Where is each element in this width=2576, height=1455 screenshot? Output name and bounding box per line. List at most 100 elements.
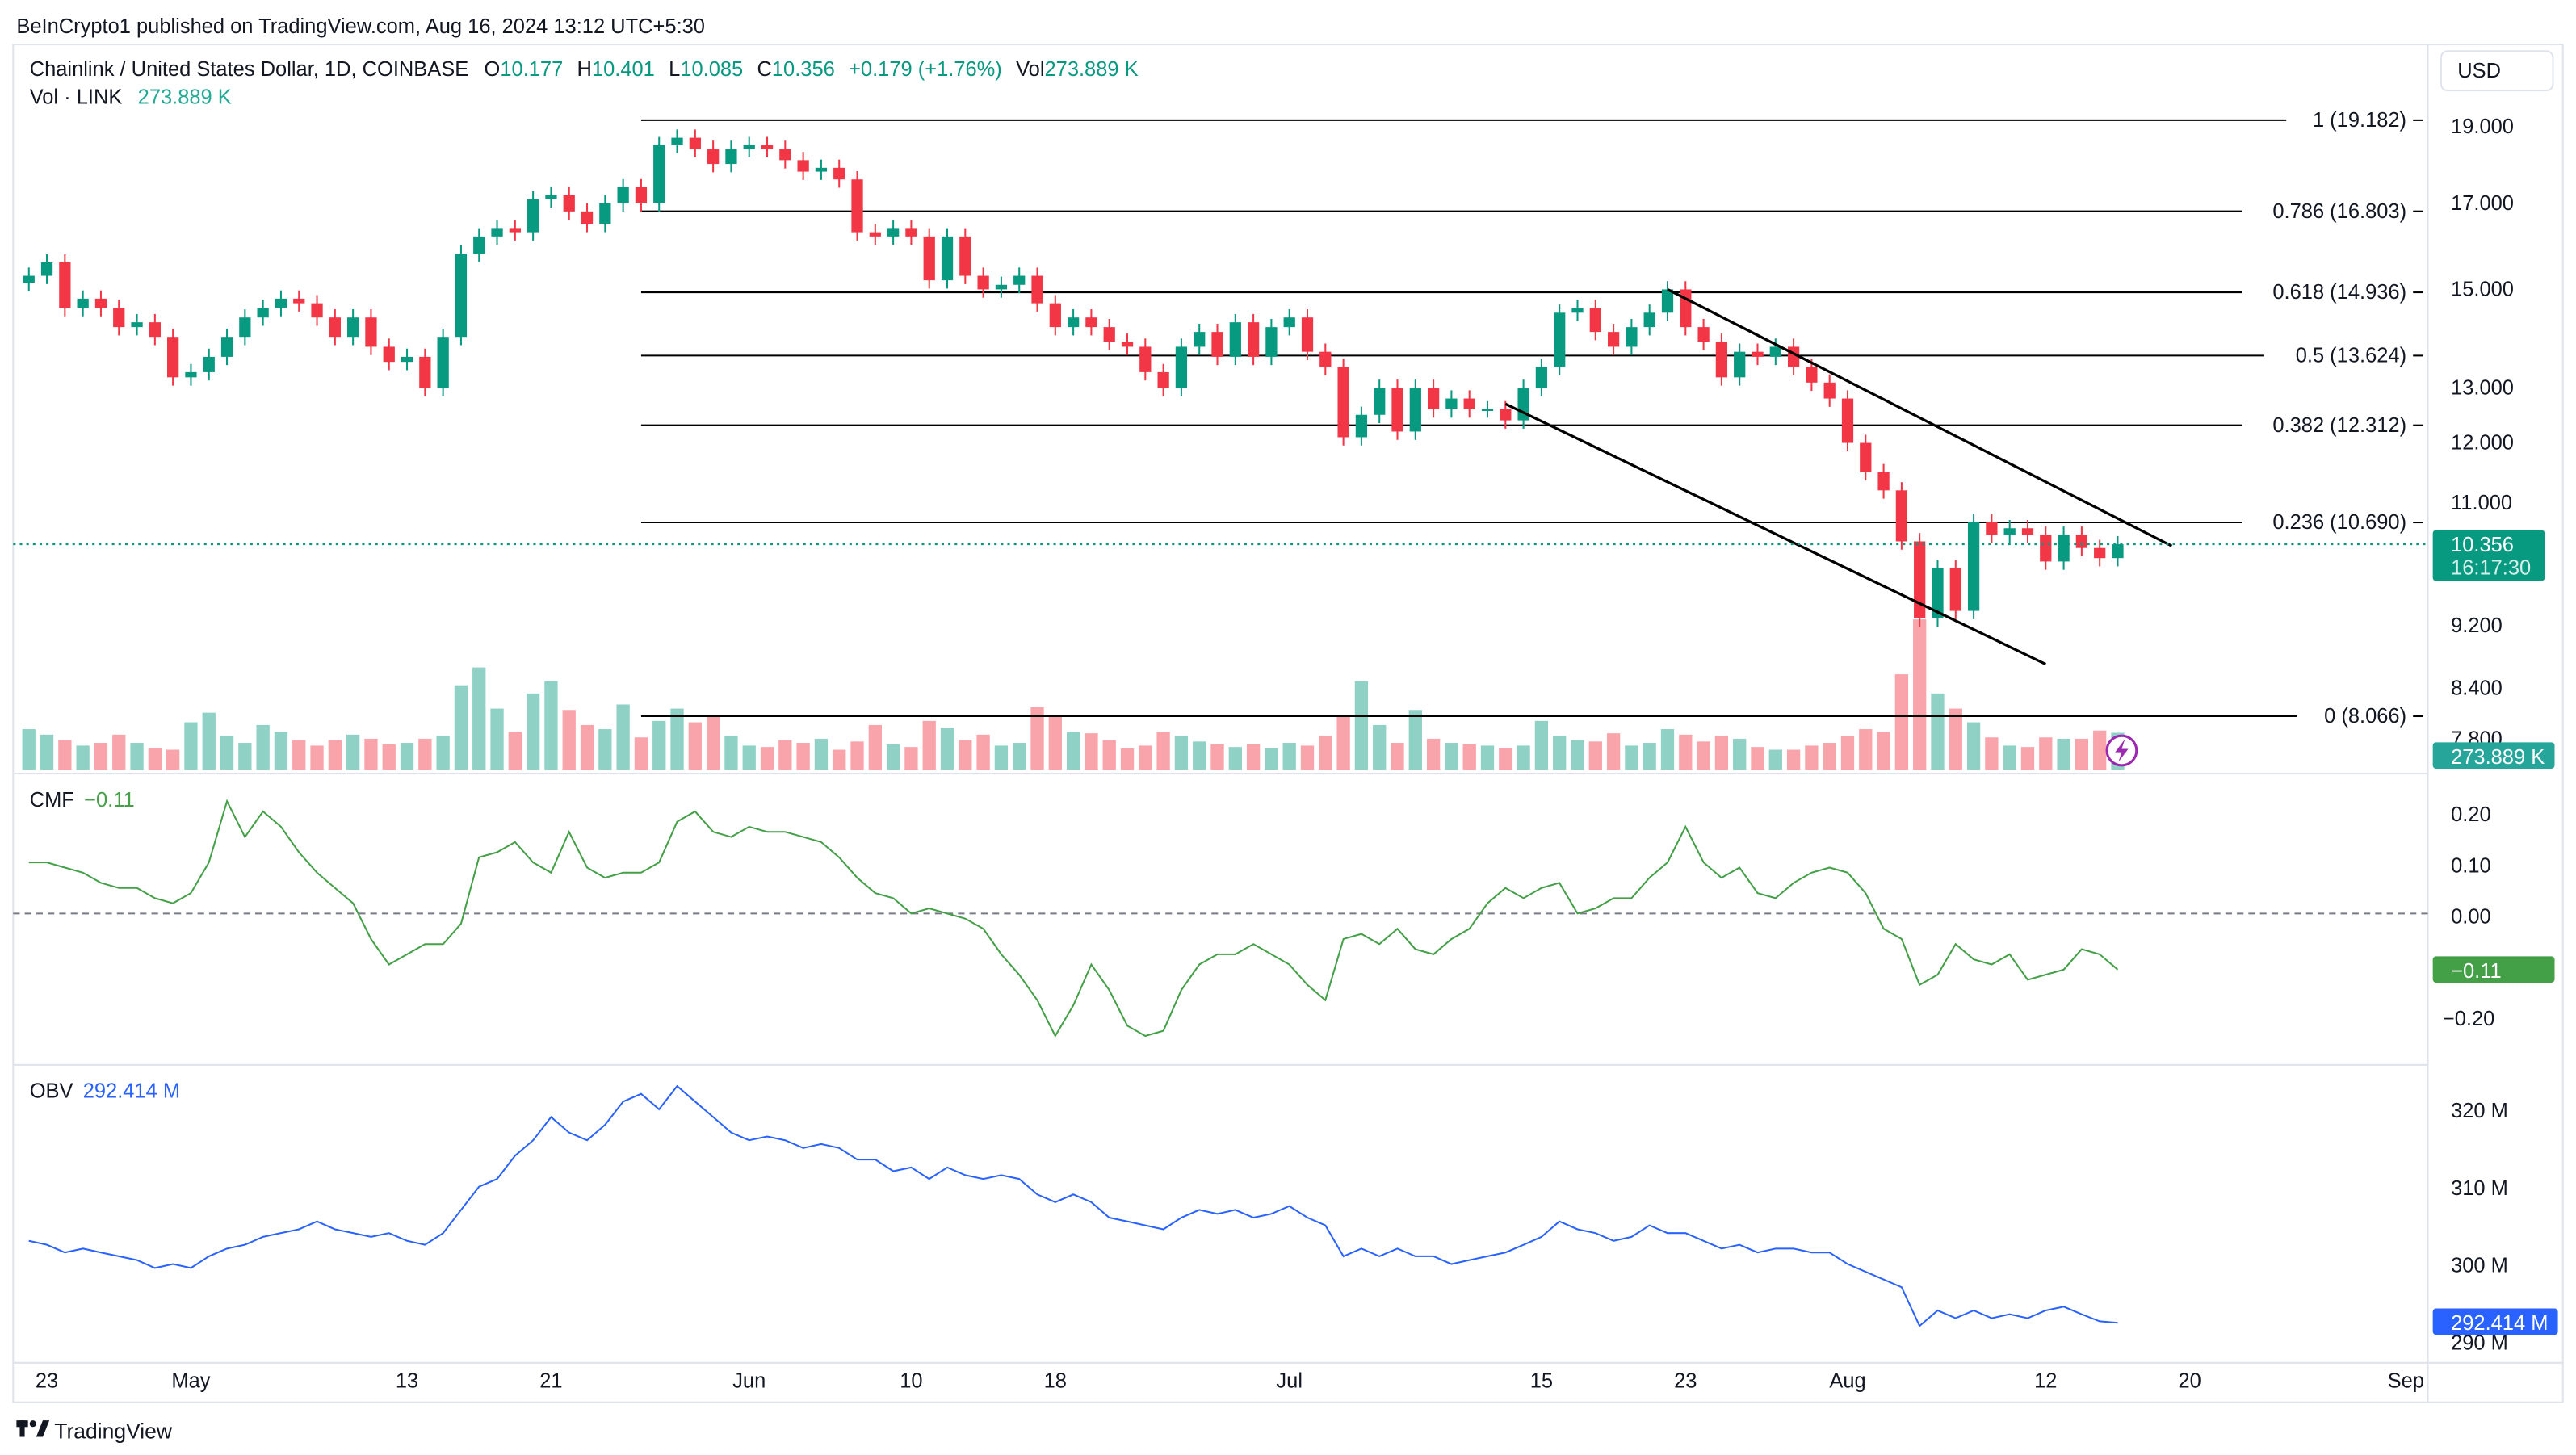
svg-text:−0.11: −0.11 (2451, 960, 2502, 983)
volume-bar (742, 745, 756, 770)
price-axis-tick: 15.000 (2451, 279, 2514, 301)
cmf-tick: 0.10 (2451, 854, 2491, 877)
candle-body (509, 228, 521, 233)
volume-bar (436, 736, 450, 770)
volume-bar (1840, 736, 1855, 770)
obv-legend[interactable]: OBV 292.414 M (30, 1080, 180, 1103)
candle-body (761, 145, 774, 149)
volume-bar (1210, 744, 1224, 770)
fib-level-label: 0.382 (12.312) (2272, 414, 2406, 437)
volume-legend[interactable]: Vol · LINK 273.889 K (30, 86, 232, 108)
time-axis-tick: 15 (1530, 1369, 1553, 1392)
volume-bar (166, 749, 180, 770)
volume-bar (220, 736, 234, 770)
volume-bar (850, 741, 864, 770)
volume-bar (1877, 732, 1890, 770)
volume-bar (1606, 733, 1621, 770)
tradingview-logo[interactable]: TradingView (16, 1419, 173, 1444)
candle-body (1031, 275, 1043, 304)
volume-bar (1660, 729, 1675, 770)
volume-bar (256, 724, 270, 770)
volume-bar (1517, 745, 1530, 770)
candle-body (473, 236, 485, 254)
volume-bar (904, 747, 918, 770)
volume-bar (1859, 729, 1873, 770)
volume-bar (490, 708, 504, 770)
volume-bar (1156, 732, 1170, 770)
candle-body (725, 149, 737, 165)
cmf-legend[interactable]: CMF −0.11 (30, 789, 135, 811)
candle-body (293, 298, 305, 304)
candle-body (1769, 346, 1781, 357)
candle-body (2075, 535, 2088, 548)
close-label: C (757, 58, 771, 81)
obv-value: 292.414 M (83, 1080, 180, 1103)
volume-bar (58, 740, 72, 770)
symbol-title: Chainlink / United States Dollar, 1D, CO… (30, 58, 469, 81)
volume-bar (1282, 743, 1296, 770)
candle-body (1895, 490, 1908, 542)
candle-body (455, 254, 468, 338)
svg-text:USD: USD (2457, 60, 2501, 82)
cmf-line (28, 799, 2119, 1038)
volume-bar (1319, 736, 1332, 770)
candle-body (1986, 522, 1998, 535)
candle-body (545, 195, 557, 199)
volume-bar (346, 734, 360, 770)
volume-bar (1336, 715, 1350, 770)
candle-body (1571, 308, 1584, 313)
price-axis-tick: 12.000 (2451, 432, 2514, 455)
volume-bar (544, 681, 558, 770)
candle-body (797, 160, 809, 172)
volume-bar (1949, 708, 1962, 770)
time-axis-tick: 23 (1674, 1369, 1697, 1392)
change-value: +0.179 (+1.76%) (849, 58, 1002, 81)
price-axis-tick: 17.000 (2451, 192, 2514, 215)
candle-body (1409, 388, 1421, 432)
candle-body (1841, 398, 1854, 443)
volume-bar (526, 693, 540, 770)
candle-body (1445, 398, 1458, 409)
candle-body (40, 262, 53, 276)
volume-bar (1228, 747, 1242, 770)
cmf-tick: 0.00 (2451, 906, 2491, 929)
channel-trendline[interactable] (1504, 402, 2046, 666)
volume-bar (1985, 737, 1999, 770)
volume-bar (238, 743, 252, 770)
volume-bar (130, 743, 144, 770)
candle-body (1949, 568, 1961, 611)
candle-body (1157, 371, 1169, 388)
candle-body (1932, 568, 1944, 618)
currency-button[interactable]: USD (2440, 50, 2554, 92)
candle-body (1860, 442, 1872, 472)
volume-bar (2020, 747, 2035, 770)
volume-bar (1139, 745, 1152, 770)
volume-bar (364, 738, 378, 770)
fib-level-label: 0.786 (16.803) (2272, 200, 2406, 223)
svg-text:TradingView: TradingView (54, 1419, 173, 1444)
candle-body (1967, 522, 1980, 611)
candle-body (59, 262, 71, 308)
obv-tick: 310 M (2451, 1177, 2508, 1200)
candle-body (1013, 275, 1026, 285)
volume-bar (2039, 737, 2053, 770)
volume-bar (598, 729, 612, 770)
candle-body (869, 232, 881, 237)
candle-body (2094, 547, 2106, 559)
candle-body (1355, 414, 1368, 438)
volume-value: 273.889 K (1044, 58, 1138, 81)
volume-bar (382, 744, 396, 770)
candle-body (311, 303, 323, 318)
candle-body (1229, 322, 1241, 357)
time-axis-tick: 20 (2179, 1369, 2201, 1392)
lightning-bolt-icon[interactable] (2105, 734, 2138, 767)
candle-body (617, 187, 629, 203)
candle-body (1283, 317, 1295, 328)
candle-body (599, 203, 611, 224)
candle-body (275, 298, 287, 308)
volume-bar (1625, 745, 1638, 770)
candle-body (1175, 346, 1188, 388)
channel-trendline[interactable] (1667, 287, 2173, 547)
cmf-badge: −0.11 (2432, 956, 2555, 983)
